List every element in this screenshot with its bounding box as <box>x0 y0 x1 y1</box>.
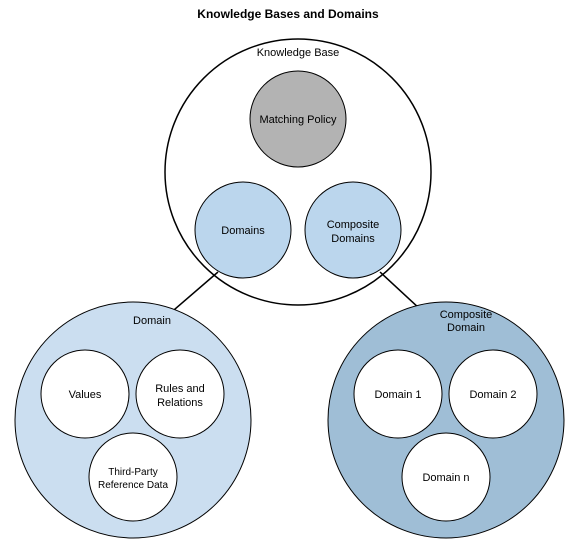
rules-label-1: Rules and <box>155 383 205 395</box>
domain-big-label: Domain <box>133 315 171 327</box>
third-party-label-2: Reference Data <box>98 480 168 491</box>
composite-big-label-1: Composite <box>440 309 493 321</box>
composite-big-label-2: Domain <box>447 322 485 334</box>
domain-2-label: Domain 2 <box>469 389 516 401</box>
diagram-title: Knowledge Bases and Domains <box>197 7 379 21</box>
values-label: Values <box>69 389 102 401</box>
composite-domains-label-2: Domains <box>331 233 375 245</box>
third-party-label-1: Third-Party <box>108 467 157 478</box>
domain-1-label: Domain 1 <box>374 389 421 401</box>
matching-policy-label: Matching Policy <box>259 114 337 126</box>
rules-label-2: Relations <box>157 397 203 409</box>
composite-domains-label-1: Composite <box>327 219 380 231</box>
knowledge-base-label: Knowledge Base <box>257 47 340 59</box>
domain-n-label: Domain n <box>422 472 469 484</box>
diagram-canvas: Knowledge Bases and Domains Knowledge Ba… <box>0 0 576 541</box>
domains-label: Domains <box>221 225 265 237</box>
